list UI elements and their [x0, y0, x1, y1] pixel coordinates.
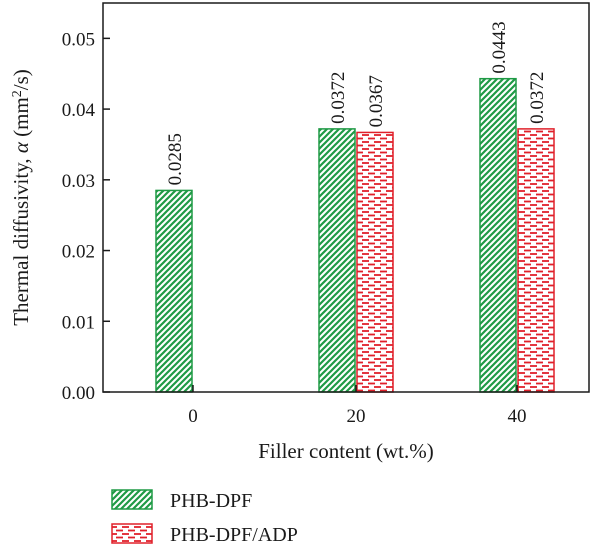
bar-phb-dpf-adp-40: [517, 128, 555, 393]
y-axis-title: Thermal diffusivity, α (mm2/s): [9, 69, 33, 326]
bar-phb-dpf-20: [318, 128, 356, 393]
y-axis-title-main: Thermal diffusivity,: [9, 153, 33, 326]
y-axis-title-symbol: α: [9, 141, 33, 153]
data-labels-group: 0.0285 0.0372 0.0367 0.0443 0.0372: [165, 21, 548, 185]
legend-label-phb-dpf: PHB-DPF: [170, 490, 252, 512]
legend: PHB-DPF PHB-DPF/ADP: [111, 489, 298, 546]
bar-phb-dpf-adp-20: [356, 131, 394, 393]
bar-phb-dpf-40: [479, 77, 517, 393]
data-label-phb-dpf-20: 0.0372: [328, 72, 349, 124]
data-label-phb-dpf-0: 0.0285: [165, 133, 186, 185]
bar-phb-dpf-0: [155, 189, 193, 393]
x-axis-title: Filler content (wt.%): [258, 439, 434, 463]
x-tick-label: 20: [347, 406, 366, 427]
plot-frame: [102, 2, 590, 393]
y-tick-label: 0.02: [62, 242, 95, 263]
y-axis-title-unit-open: (mm: [9, 97, 33, 142]
y-tick-label: 0.04: [62, 100, 96, 121]
y-tick-label: 0.03: [62, 171, 95, 192]
data-label-phb-dpf-40: 0.0443: [489, 21, 510, 73]
y-tick-label: 0.00: [62, 383, 95, 404]
data-label-phb-dpf-adp-20: 0.0367: [366, 75, 387, 127]
legend-swatch-phb-dpf-adp: [111, 523, 153, 544]
x-tick-label: 0: [188, 406, 198, 427]
data-label-phb-dpf-adp-40: 0.0372: [527, 72, 548, 124]
y-tick-label: 0.01: [62, 312, 95, 333]
y-axis-title-unit-close: /s): [9, 69, 33, 90]
legend-label-phb-dpf-adp: PHB-DPF/ADP: [170, 524, 298, 546]
x-tick-label: 40: [508, 406, 527, 427]
y-axis-title-unit-sup: 2: [10, 90, 25, 97]
axis-ticks-group: 0.00 0.01 0.02 0.03 0.04 0.05 0 20 40: [62, 29, 527, 427]
legend-swatch-phb-dpf: [111, 489, 153, 510]
y-tick-label: 0.05: [62, 29, 95, 50]
bars-group: [155, 77, 555, 393]
